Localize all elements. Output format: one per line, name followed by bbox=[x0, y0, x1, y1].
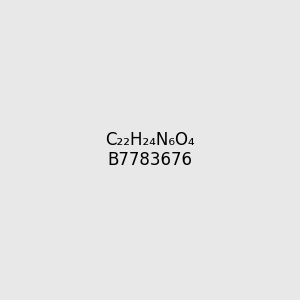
Text: C₂₂H₂₄N₆O₄
B7783676: C₂₂H₂₄N₆O₄ B7783676 bbox=[105, 130, 195, 170]
